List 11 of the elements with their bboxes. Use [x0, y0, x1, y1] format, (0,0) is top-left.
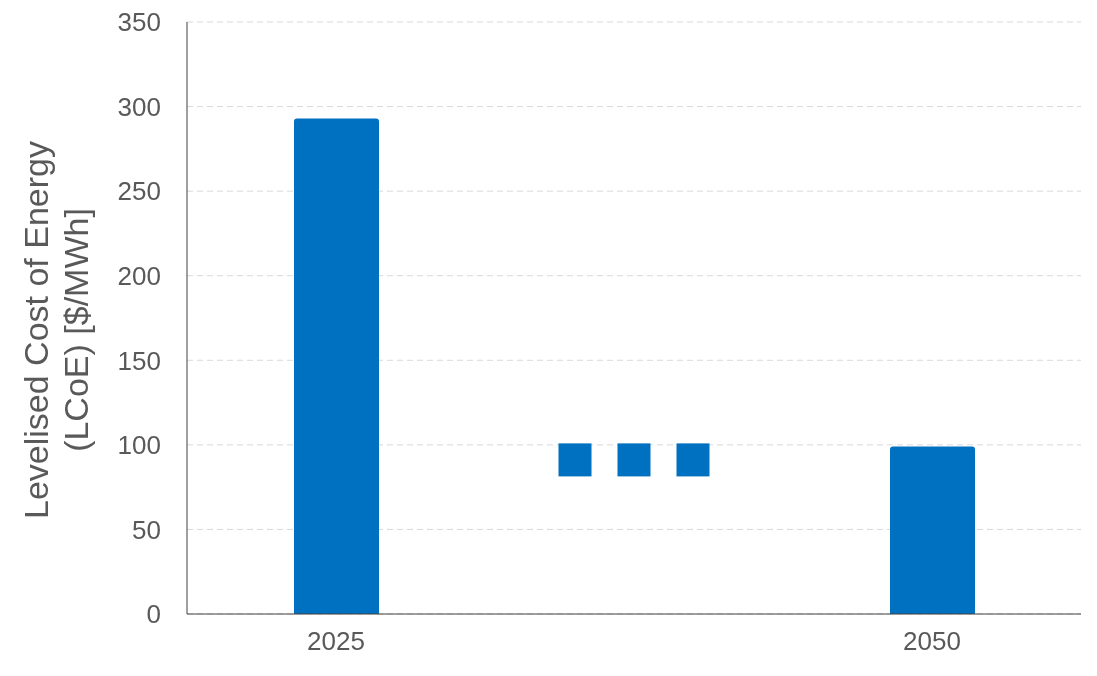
x-tick-label: 2050: [903, 626, 961, 657]
y-tick-label: 150: [117, 345, 161, 376]
y-tick-label: 200: [117, 260, 161, 291]
x-tick-label: 2025: [307, 626, 365, 657]
y-tick-label: 100: [117, 430, 161, 461]
y-tick-label: 50: [132, 514, 161, 545]
y-tick-label: 0: [146, 599, 161, 630]
y-tick-label: 300: [117, 91, 161, 122]
y-tick-label: 350: [117, 7, 161, 38]
y-tick-label: 250: [117, 176, 161, 207]
y-axis-title: Levelised Cost of Energy (LCoE) [$/MWh]: [16, 141, 96, 519]
